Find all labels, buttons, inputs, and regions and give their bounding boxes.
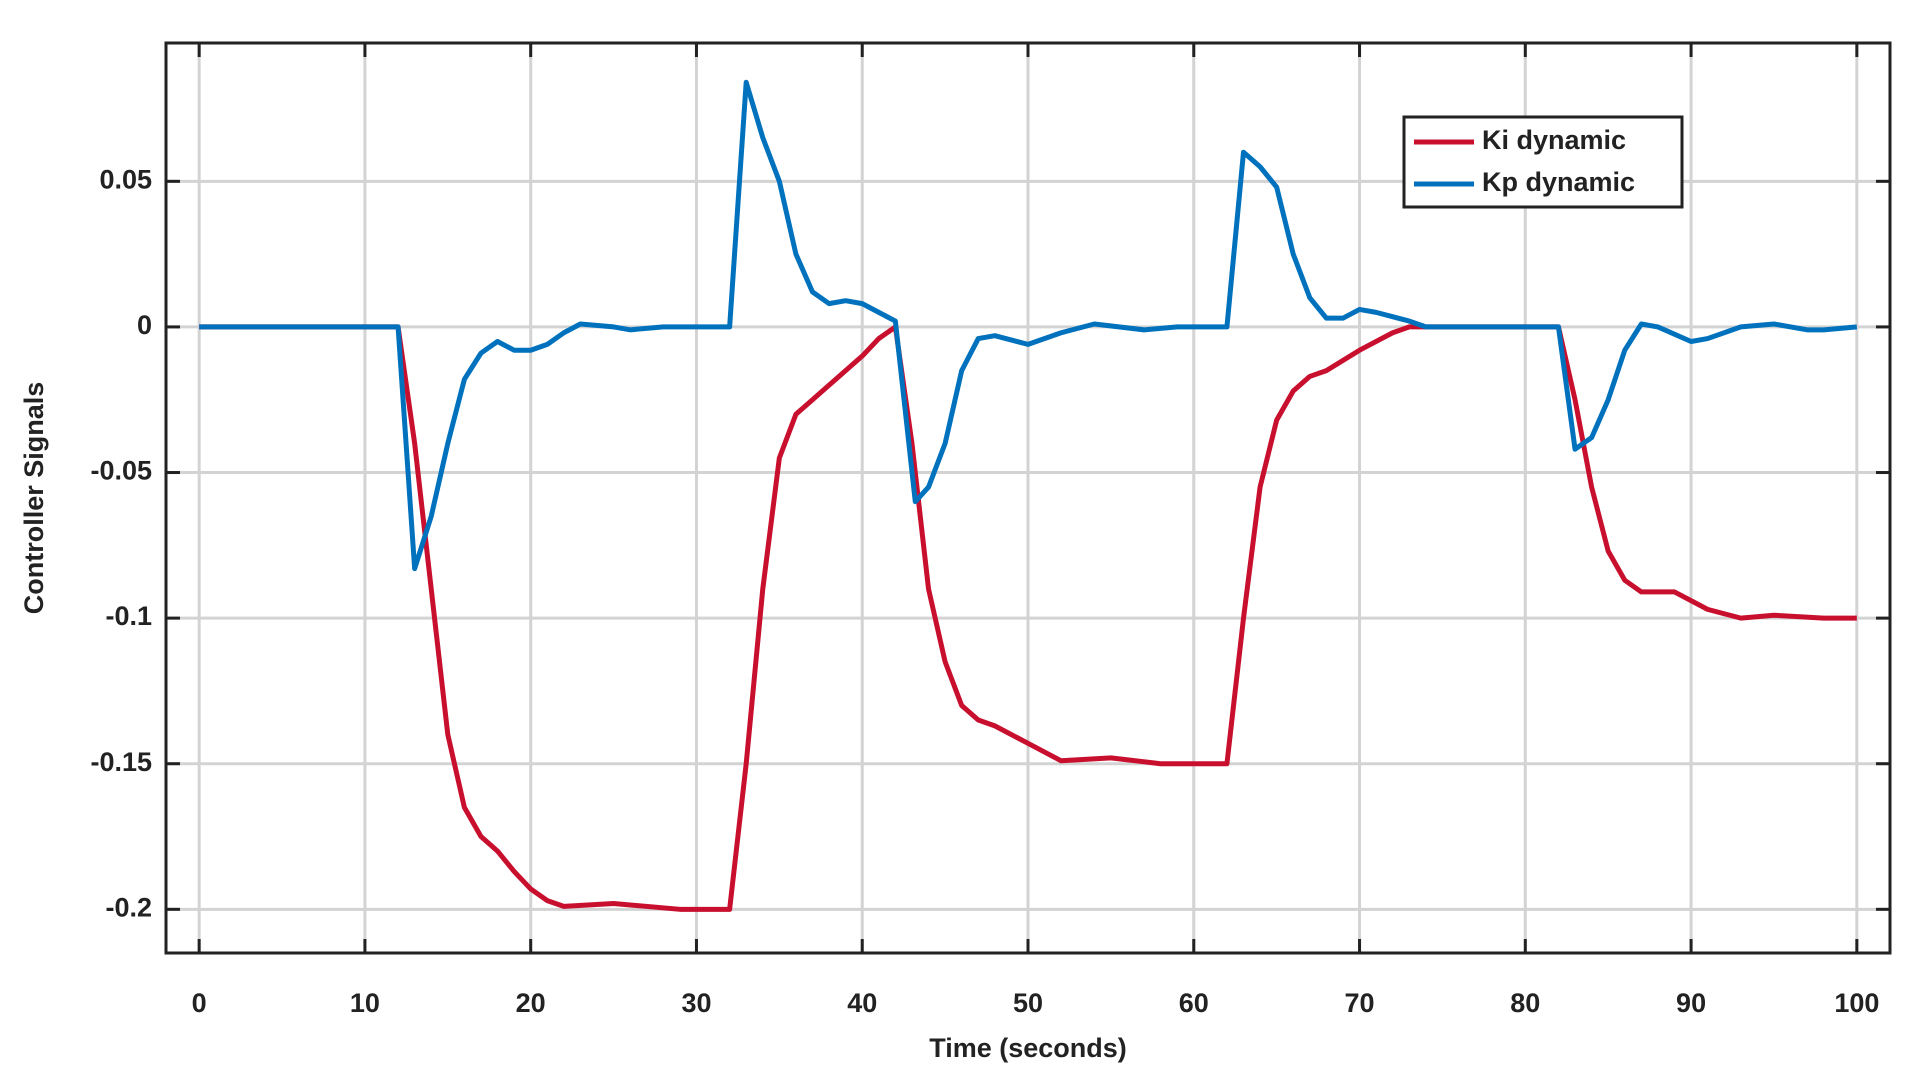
y-tick-label: -0.15 (90, 747, 152, 777)
x-tick-label: 60 (1179, 988, 1209, 1018)
x-tick-label: 20 (516, 988, 546, 1018)
legend-label: Ki dynamic (1482, 125, 1626, 155)
legend-box (1402, 115, 1684, 209)
x-tick-label: 10 (350, 988, 380, 1018)
y-tick-label: -0.05 (90, 456, 152, 486)
y-tick-label: 0.05 (99, 164, 152, 194)
x-tick-label: 0 (192, 988, 207, 1018)
y-tick-label: -0.2 (105, 892, 152, 922)
x-tick-label: 30 (681, 988, 711, 1018)
y-tick-label: -0.1 (105, 601, 152, 631)
x-tick-label: 90 (1676, 988, 1706, 1018)
line (199, 324, 1857, 912)
y-tick-label: 0 (137, 310, 152, 340)
plot-frame (164, 41, 1892, 955)
x-tick-label: 100 (1834, 988, 1879, 1018)
legend-label: Kp dynamic (1482, 167, 1635, 197)
x-tick-label: 40 (847, 988, 877, 1018)
y-axis-label: Controller Signals (19, 382, 49, 615)
line (199, 79, 1858, 572)
x-axis-label: Time (seconds) (929, 1033, 1127, 1063)
x-tick-label: 50 (1013, 988, 1043, 1018)
x-tick-label: 70 (1345, 988, 1375, 1018)
x-tick-label: 80 (1510, 988, 1540, 1018)
